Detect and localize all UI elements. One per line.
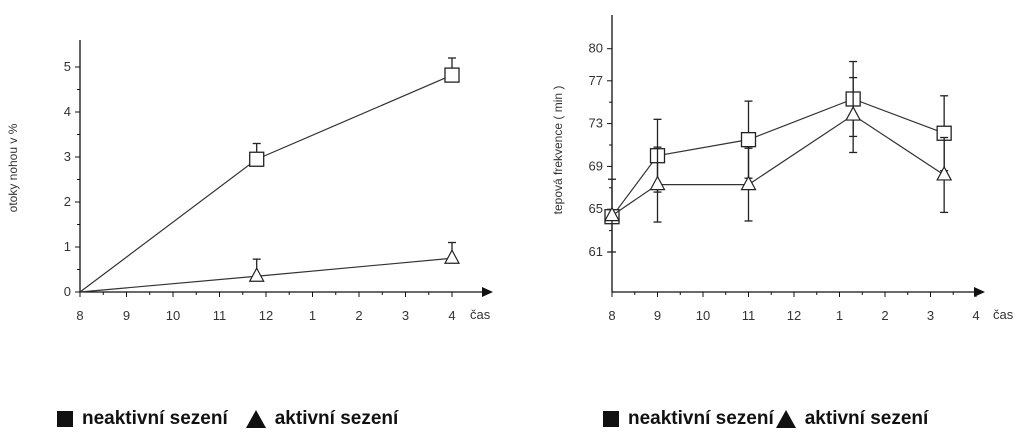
y-tick-label: 3 <box>64 149 71 164</box>
y-tick-label: 80 <box>589 41 603 56</box>
y-tick-label: 1 <box>64 239 71 254</box>
x-tick-label: 2 <box>881 308 888 323</box>
y-tick-label: 4 <box>64 104 71 119</box>
x-tick-label: 9 <box>123 308 130 323</box>
x-axis-arrow <box>482 287 493 297</box>
y-tick-label: 5 <box>64 59 71 74</box>
x-tick-label: 3 <box>402 308 409 323</box>
y-tick-label: 0 <box>64 284 71 299</box>
legend-square-marker <box>57 411 73 427</box>
x-tick-label: 11 <box>213 308 227 323</box>
x-tick-label: 4 <box>972 308 979 323</box>
series-line-active <box>79 257 453 293</box>
y-tick-label: 61 <box>589 244 603 259</box>
legend-right: neaktivní sezení aktivní sezení <box>603 404 928 434</box>
x-axis-label: čas <box>993 307 1014 322</box>
triangle-marker <box>603 206 621 222</box>
legend-label-inactive: neaktivní sezení <box>82 408 228 429</box>
legend-label-active: aktivní sezení <box>274 408 399 429</box>
legend-left: neaktivní sezení aktivní sezení <box>57 404 398 434</box>
x-tick-label: 11 <box>742 308 756 323</box>
triangle-marker <box>845 105 862 121</box>
x-tick-label: 12 <box>259 308 273 323</box>
x-tick-label: 4 <box>448 308 455 323</box>
triangle-marker <box>936 165 953 181</box>
legend-triangle-marker <box>245 410 266 428</box>
x-tick-label: 12 <box>787 308 801 323</box>
x-tick-label: 1 <box>836 308 843 323</box>
square-marker <box>444 67 460 83</box>
y-tick-label: 65 <box>589 201 603 216</box>
legend-label-active: aktivní sezení <box>804 408 929 429</box>
square-marker <box>740 131 757 148</box>
x-tick-label: 3 <box>927 308 934 323</box>
triangle-marker <box>740 175 757 191</box>
y-tick-label: 2 <box>64 194 71 209</box>
x-tick-label: 9 <box>654 308 661 323</box>
y-tick-label: 73 <box>589 116 603 131</box>
legend-label-inactive: neaktivní sezení <box>628 408 774 429</box>
triangle-marker <box>443 248 461 264</box>
x-axis-arrow <box>974 287 985 297</box>
x-tick-label: 10 <box>696 308 710 323</box>
legend-triangle-marker <box>775 410 796 428</box>
x-axis-label: čas <box>470 307 491 322</box>
square-marker <box>249 151 265 167</box>
y-tick-label: 77 <box>589 73 603 88</box>
triangle-marker <box>248 266 265 282</box>
series-line-active <box>611 114 945 217</box>
triangle-marker <box>649 175 666 191</box>
y-tick-label: 69 <box>589 158 603 173</box>
y-axis-label: otoky nohou v % <box>6 123 20 212</box>
x-tick-label: 1 <box>309 308 316 323</box>
x-tick-label: 10 <box>166 308 180 323</box>
x-tick-label: 2 <box>355 308 362 323</box>
legend-square-marker <box>603 411 619 427</box>
y-axis-label: tepová frekvence ( min ) <box>551 86 565 215</box>
series-line-inactive <box>79 74 453 293</box>
x-tick-label: 8 <box>608 308 615 323</box>
x-tick-label: 8 <box>76 308 83 323</box>
